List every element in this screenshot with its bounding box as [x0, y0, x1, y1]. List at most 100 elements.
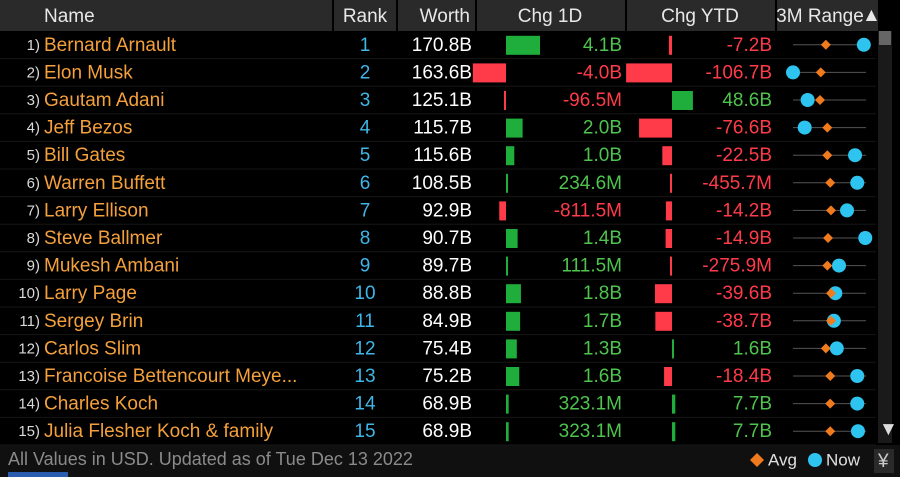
net-worth: 92.9B [422, 200, 472, 221]
person-name[interactable]: Gautam Adani [44, 90, 164, 111]
row-index: 8) [27, 230, 40, 247]
person-name[interactable]: Julia Flesher Koch & family [44, 421, 274, 442]
expand-button[interactable] [874, 449, 894, 473]
net-worth: 163.6B [412, 62, 472, 83]
person-name[interactable]: Carlos Slim [44, 338, 141, 359]
scrollbar-thumb[interactable] [879, 31, 891, 45]
person-name[interactable]: Larry Ellison [44, 200, 149, 221]
person-name[interactable]: Jeff Bezos [44, 118, 132, 139]
row-index: 9) [27, 258, 40, 275]
change-value: 1.8B [583, 283, 622, 304]
person-name[interactable]: Steve Ballmer [44, 228, 163, 249]
person-name[interactable]: Bill Gates [44, 145, 125, 166]
range-avg [820, 343, 831, 354]
change-value: -96.5M [563, 90, 622, 111]
column-header[interactable]: Chg 1D [518, 6, 582, 27]
net-worth: 68.9B [422, 421, 472, 442]
net-worth: 75.4B [422, 338, 472, 359]
change-value: -18.4B [716, 366, 772, 387]
column-header[interactable]: Worth [420, 6, 470, 27]
rank: 11 [355, 311, 375, 332]
change-bar [639, 118, 672, 138]
change-value: -38.7B [716, 311, 772, 332]
legend-avg-marker [750, 453, 764, 467]
change-bar [506, 173, 508, 193]
change-bar [626, 63, 672, 83]
range-avg [822, 122, 833, 133]
net-worth: 115.6B [413, 145, 472, 166]
rank: 10 [354, 283, 375, 304]
change-bar [668, 35, 672, 55]
range-now [797, 120, 812, 135]
change-bar [672, 339, 674, 359]
range-now [850, 175, 865, 190]
row-index: 3) [27, 92, 40, 109]
change-bar [662, 146, 672, 166]
rank: 13 [354, 366, 375, 387]
net-worth: 84.9B [422, 311, 472, 332]
change-bar [499, 201, 506, 221]
change-bar [506, 394, 509, 414]
change-bar [672, 394, 676, 414]
person-name[interactable]: Bernard Arnault [44, 35, 177, 56]
rank: 7 [360, 200, 371, 221]
change-value: 1.6B [733, 338, 772, 359]
change-bar [654, 284, 672, 304]
range-now [856, 37, 871, 52]
change-value: -811.5M [554, 200, 622, 221]
change-value: 1.7B [583, 311, 622, 332]
range-now [850, 396, 865, 411]
legend-now: Now [826, 450, 861, 469]
row-index: 13) [18, 368, 40, 385]
range-avg [825, 177, 836, 188]
range-avg [825, 426, 836, 437]
range-avg [825, 398, 836, 409]
change-value: 2.0B [583, 118, 622, 139]
column-header[interactable]: 3M Range [776, 6, 864, 27]
person-name[interactable]: Elon Musk [44, 62, 133, 83]
person-name[interactable]: Sergey Brin [44, 311, 143, 332]
net-worth: 170.8B [412, 35, 472, 56]
change-bar [672, 422, 676, 442]
change-value: 1.0B [583, 145, 622, 166]
net-worth: 108.5B [412, 173, 472, 194]
net-worth: 125.1B [412, 90, 472, 111]
change-bar [506, 367, 520, 386]
legend-avg: Avg [768, 450, 797, 469]
change-bar [506, 284, 521, 304]
person-name[interactable]: Mukesh Ambani [44, 256, 179, 277]
expand-icon[interactable]: ¥ [877, 451, 889, 472]
range-now [829, 341, 844, 356]
row-index: 7) [27, 202, 40, 219]
row-index: 14) [18, 396, 40, 413]
rank: 8 [360, 228, 371, 249]
range-now [850, 369, 865, 383]
range-avg [815, 67, 826, 78]
range-avg [823, 233, 834, 243]
range-avg [822, 150, 833, 161]
net-worth: 75.2B [422, 366, 472, 387]
column-header[interactable]: Name [44, 6, 95, 27]
person-name[interactable]: Larry Page [44, 283, 137, 304]
change-value: 48.6B [722, 90, 772, 111]
change-bar [506, 146, 515, 166]
change-bar [472, 63, 506, 83]
change-value: -14.9B [716, 228, 772, 249]
rank: 6 [360, 173, 371, 194]
change-bar [670, 173, 672, 193]
row-index: 5) [27, 147, 40, 164]
column-header[interactable]: Chg YTD [661, 6, 739, 27]
column-header[interactable]: Rank [343, 6, 388, 27]
person-name[interactable]: Warren Buffett [44, 173, 166, 194]
sort-arrow[interactable]: ▲ [862, 5, 881, 26]
change-bar [664, 367, 672, 386]
net-worth: 90.7B [422, 228, 472, 249]
row-index: 1) [27, 37, 40, 54]
person-name[interactable]: Francoise Bettencourt Meye... [44, 366, 297, 387]
range-avg [815, 95, 826, 105]
person-name[interactable]: Charles Koch [44, 394, 158, 415]
footer-bar [0, 445, 900, 477]
scroll-down[interactable]: ▼ [879, 419, 898, 440]
